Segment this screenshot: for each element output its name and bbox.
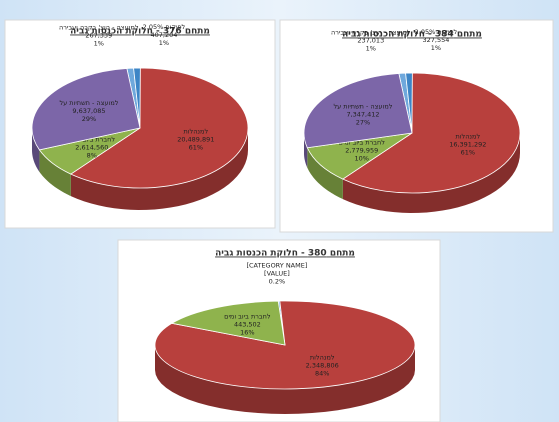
slice-label: 327,554 [422,36,449,44]
slice-label: למנהלות [310,354,335,362]
slice-label: למועצה - תשתיות על [59,99,118,107]
slice-label: למנהלות [455,132,480,140]
slice-label: 20,489,891 [177,135,214,143]
chart-title: מתחם 376 - חלוקת הכנסות גביה [70,27,210,37]
slice [342,72,521,194]
slice-label: 16% [240,328,254,336]
slice-label: 2,614,560 [75,143,108,151]
slice-label: 1% [94,39,104,47]
slice-label: למנהלות [183,127,208,135]
slice-label: 84% [315,370,329,378]
slice-side [32,128,40,172]
slice-label: למועצה - הוצ' בקרה ועבירה [59,23,139,31]
slice-label: 8% [87,151,97,159]
slice-side [342,133,520,213]
slice [31,68,141,151]
slice-side [39,149,71,197]
slice-label: 1% [366,44,376,52]
slice [170,300,286,346]
slice-label: 27% [356,118,370,126]
slice-label: 267,339 [85,31,112,39]
slice [70,67,249,189]
slice-label: 2,779,959 [345,147,378,155]
slice-label: 7,347,412 [346,110,379,118]
slice-side [155,345,415,414]
slice-label: 10% [355,155,369,163]
slice-side [70,128,248,210]
slice-label: 237,013 [357,36,384,44]
slice [303,73,413,149]
chart-title: מתחם 380 - חלוקת הכנסות גביה [215,249,355,259]
slice-label: לפיקוח 2.05% [415,28,458,36]
slice-label: [VALUE] [264,270,290,278]
slice-label: 16,391,292 [449,140,486,148]
slice-label: 0.2% [269,278,286,286]
slice-label: 1% [159,39,169,47]
slice-label: 29% [82,115,96,123]
slice-label: לחברת ביוב ומים [224,312,271,320]
slice-side [307,147,343,200]
slice-label: 2,348,806 [306,362,339,370]
slice-label: לפיקוח 2.05% [143,23,186,31]
slice-label: 443,502 [234,320,261,328]
slice-label: לחברת ביוב ומים [339,139,386,147]
slice-label: 407,204 [150,31,177,39]
slice-label: למועצה - תשתיות על [333,102,392,110]
slice-label: לחברת ביוב ומים [69,135,116,143]
slice-label: 61% [461,148,475,156]
slice-label: [CATEGORY NAME] [246,262,307,270]
slice-label: 9,637,085 [72,107,105,115]
slice-label: 61% [189,143,203,151]
chart-title: מתחם 384 - חלוקת הכנסות גביה [342,30,482,40]
slice-label: 1% [431,44,441,52]
slice-label: למועצה - הוצ' בקרה ועבירה [331,28,411,36]
